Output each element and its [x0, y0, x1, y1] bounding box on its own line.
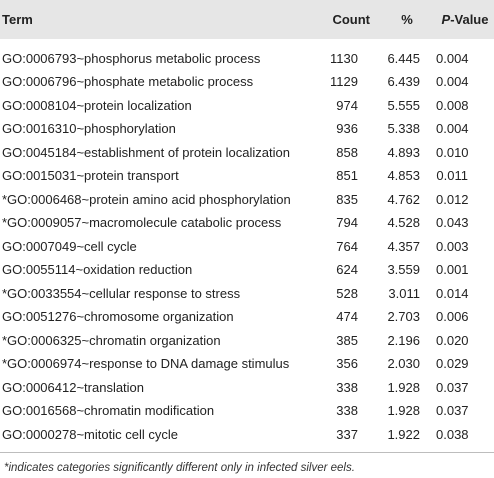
cell-percent: 4.762: [387, 191, 420, 207]
cell-percent: 4.893: [387, 144, 420, 160]
table-row: GO:0055114~oxidation reduction 624 3.559 0.…: [0, 258, 494, 282]
cell-pvalue: 0.004: [436, 51, 469, 66]
cell-term: GO:0006412~translation: [2, 379, 145, 395]
header-count: Count: [332, 12, 370, 27]
cell-count: 1130: [330, 51, 358, 66]
cell-term: GO:0006793~phosphorus metabolic process: [2, 51, 261, 66]
cell-percent: 2.196: [387, 332, 420, 348]
cell-count: 936: [336, 121, 358, 137]
table-row: *GO:0006468~protein amino acid phosphory…: [0, 188, 494, 212]
header-percent: %: [401, 12, 413, 27]
cell-percent: 4.528: [387, 215, 420, 231]
cell-term: GO:0015031~protein transport: [2, 168, 179, 184]
cell-count: 835: [336, 191, 358, 207]
cell-term: GO:0051276~chromosome organization: [2, 309, 234, 325]
table-body: GO:0006793~phosphorus metabolic process 1…: [0, 39, 494, 446]
table-footnote: *indicates categories significantly diff…: [4, 462, 355, 474]
cell-percent: 3.559: [387, 262, 420, 278]
cell-percent: 5.555: [387, 97, 420, 113]
cell-percent: 1.928: [387, 403, 420, 419]
cell-count: 528: [336, 285, 358, 301]
table-row: GO:0007049~cell cycle 764 4.357 0.003: [0, 235, 494, 259]
cell-count: 858: [336, 144, 358, 160]
table-row: GO:0051276~chromosome organization 474 2.7…: [0, 305, 494, 329]
cell-term: GO:0016568~chromatin modification: [2, 403, 215, 419]
table-row: GO:0006796~phosphate metabolic process 11…: [0, 70, 494, 94]
cell-pvalue: 0.037: [436, 379, 469, 395]
cell-pvalue: 0.011: [436, 168, 468, 184]
cell-pvalue: 0.001: [436, 262, 469, 278]
cell-term: *GO:0033554~cellular response to stress: [2, 285, 241, 301]
table-row: *GO:0006325~chromatin organization 385 2.1…: [0, 329, 494, 353]
cell-pvalue: 0.008: [436, 97, 469, 113]
cell-pvalue: 0.003: [436, 238, 469, 254]
cell-pvalue: 0.012: [436, 191, 469, 207]
cell-term: GO:0007049~cell cycle: [2, 238, 137, 254]
cell-count: 1129: [330, 74, 358, 90]
cell-term: *GO:0006325~chromatin organization: [2, 332, 221, 348]
cell-count: 338: [336, 379, 358, 395]
cell-pvalue: 0.004: [436, 74, 469, 90]
cell-term: GO:0016310~phosphorylation: [2, 121, 176, 137]
cell-count: 794: [336, 215, 358, 231]
cell-term: *GO:0006468~protein amino acid phosphory…: [2, 191, 291, 207]
cell-percent: 4.853: [387, 168, 420, 184]
header-pvalue: P-Value: [436, 0, 494, 39]
cell-percent: 2.703: [387, 309, 420, 325]
cell-term: GO:0055114~oxidation reduction: [2, 262, 193, 278]
cell-percent: 5.338: [387, 121, 420, 137]
table-row: GO:0006793~phosphorus metabolic process 1…: [0, 39, 494, 70]
cell-term: GO:0008104~protein localization: [2, 97, 192, 113]
header-row: Term Count % P-Value: [0, 0, 494, 39]
table-row: GO:0016310~phosphorylation 936 5.338 0.004: [0, 117, 494, 141]
cell-pvalue: 0.037: [436, 403, 469, 419]
cell-percent: 6.439: [387, 74, 420, 90]
cell-term: GO:0045184~establishment of protein loca…: [2, 144, 290, 160]
table-row: *GO:0033554~cellular response to stress 5…: [0, 282, 494, 306]
cell-count: 385: [336, 332, 358, 348]
cell-term: *GO:0006974~response to DNA damage stimu…: [2, 356, 290, 372]
go-term-table: Term Count % P-Value GO:0006793~phosphor…: [0, 0, 494, 446]
cell-term: *GO:0009057~macromolecule catabolic proc…: [2, 215, 282, 231]
cell-percent: 4.357: [387, 238, 420, 254]
cell-count: 337: [336, 426, 358, 442]
cell-count: 764: [336, 238, 358, 254]
table-bottom-rule: [0, 452, 494, 453]
cell-count: 474: [336, 309, 358, 325]
cell-term: GO:0000278~mitotic cell cycle: [2, 426, 178, 442]
cell-pvalue: 0.014: [436, 285, 469, 301]
table-row: GO:0000278~mitotic cell cycle 337 1.922 0.0…: [0, 423, 494, 447]
cell-percent: 6.445: [387, 51, 420, 66]
table-header: Term Count % P-Value: [0, 0, 494, 39]
table-row: GO:0016568~chromatin modification 338 1.92…: [0, 399, 494, 423]
cell-percent: 2.030: [387, 356, 420, 372]
cell-percent: 1.928: [387, 379, 420, 395]
cell-percent: 3.011: [388, 285, 420, 301]
cell-count: 356: [336, 356, 358, 372]
table-row: GO:0015031~protein transport 851 4.853 0.01…: [0, 164, 494, 188]
header-pvalue-rest: -Value: [450, 12, 489, 27]
table-row: *GO:0006974~response to DNA damage stimu…: [0, 352, 494, 376]
table-row: *GO:0009057~macromolecule catabolic proc…: [0, 211, 494, 235]
cell-count: 974: [336, 97, 358, 113]
cell-count: 338: [336, 403, 358, 419]
cell-pvalue: 0.020: [436, 332, 469, 348]
cell-pvalue: 0.010: [436, 144, 469, 160]
cell-pvalue: 0.004: [436, 121, 469, 137]
header-term: Term: [2, 12, 33, 27]
table-row: GO:0006412~translation 338 1.928 0.037: [0, 376, 494, 400]
header-pvalue-p: P: [441, 12, 451, 27]
cell-pvalue: 0.043: [436, 215, 469, 231]
cell-pvalue: 0.029: [436, 356, 469, 372]
cell-count: 851: [336, 168, 358, 184]
cell-pvalue: 0.038: [436, 426, 469, 442]
cell-percent: 1.922: [387, 426, 420, 442]
table-row: GO:0008104~protein localization 974 5.555 0…: [0, 94, 494, 118]
cell-term: GO:0006796~phosphate metabolic process: [2, 74, 254, 90]
cell-pvalue: 0.006: [436, 309, 469, 325]
table-row: GO:0045184~establishment of protein loca…: [0, 141, 494, 165]
cell-count: 624: [336, 262, 358, 278]
